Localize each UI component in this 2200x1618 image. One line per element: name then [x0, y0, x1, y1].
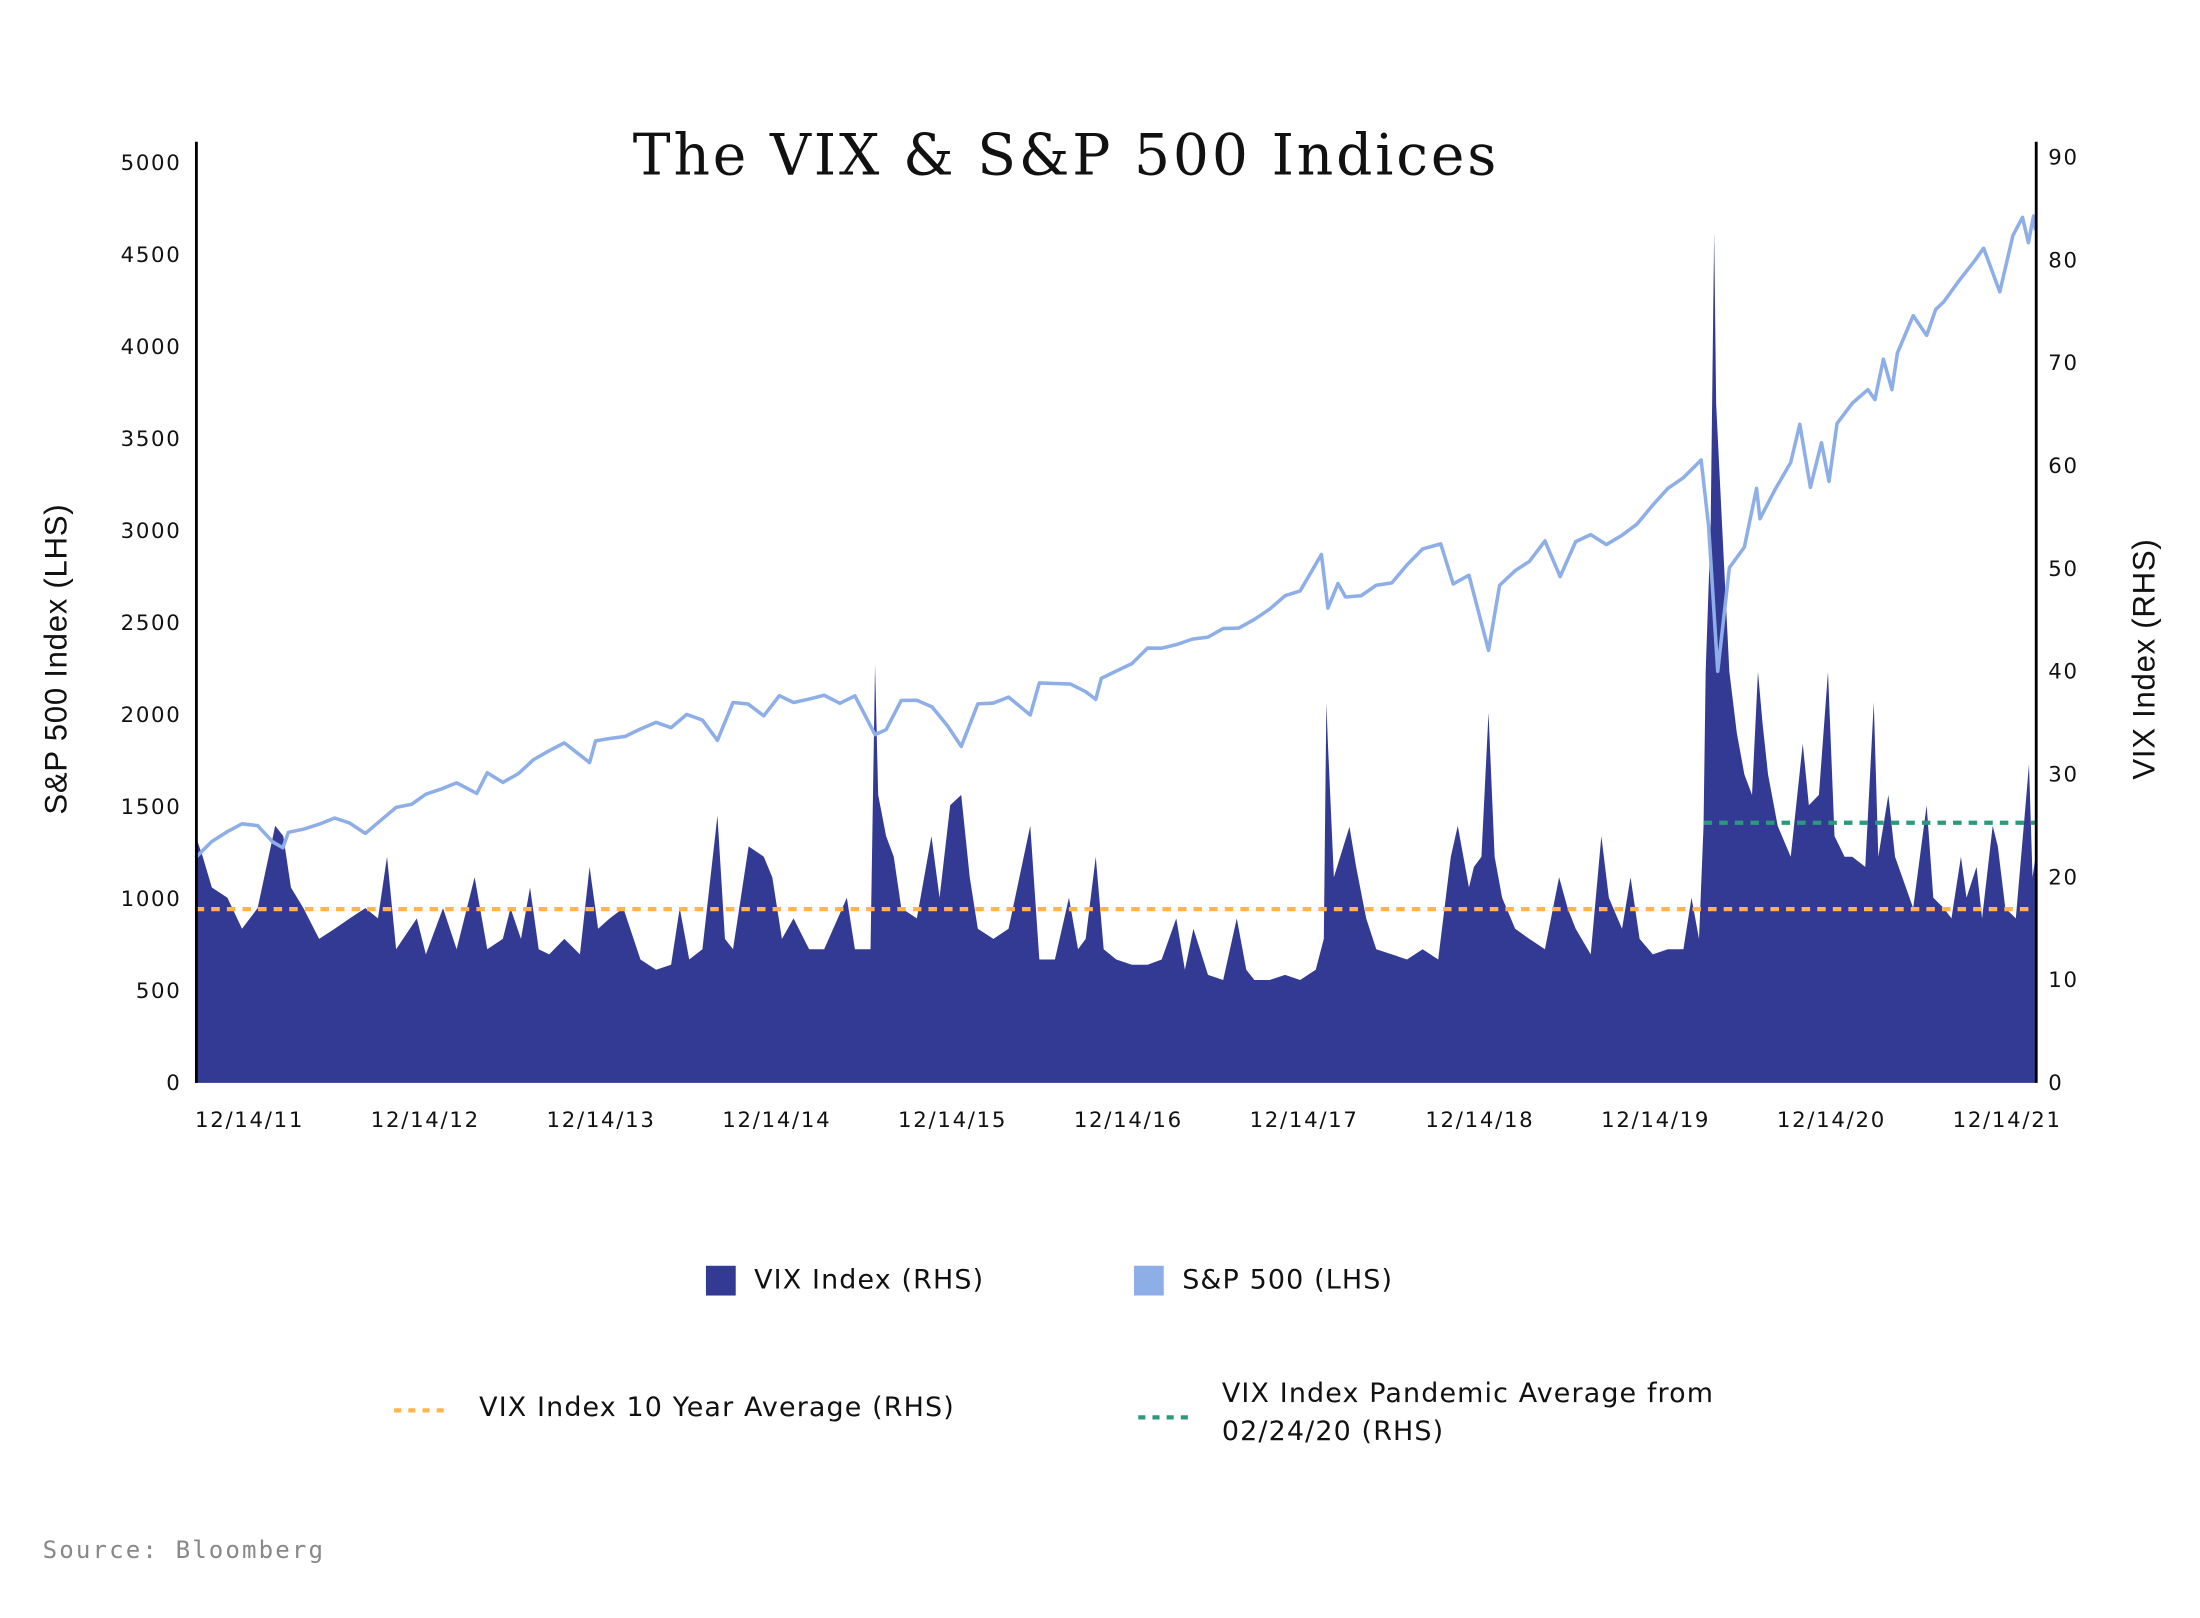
legend-swatch-vix	[705, 1265, 736, 1296]
right-tick-label: 50	[2048, 557, 2078, 582]
right-tick-label: 60	[2048, 454, 2078, 479]
x-axis-ticks: 12/14/11 12/14/12 12/14/13 12/14/14 12/14/15…	[195, 1108, 2062, 1133]
x-tick-label: 12/14/17	[1250, 1108, 1359, 1133]
source-note: Source: Bloomberg	[43, 1536, 326, 1564]
chart-title: The VIX & S&P 500 Indices	[633, 122, 1499, 188]
x-tick-label: 12/14/20	[1777, 1108, 1886, 1133]
legend-label-sp500: S&P 500 (LHS)	[1182, 1264, 1393, 1295]
left-tick-label: 1000	[121, 887, 182, 912]
legend: VIX Index (RHS) S&P 500 (LHS) VIX Index …	[394, 1264, 1714, 1447]
left-axis-title: S&P 500 Index (LHS)	[39, 504, 74, 815]
right-tick-label: 10	[2048, 968, 2078, 993]
sp500-line	[194, 214, 2038, 859]
left-tick-label: 3000	[121, 519, 182, 544]
left-tick-label: 0	[166, 1071, 181, 1096]
x-tick-label: 12/14/15	[898, 1108, 1007, 1133]
x-tick-label: 12/14/19	[1601, 1108, 1710, 1133]
x-tick-label: 12/14/18	[1425, 1108, 1534, 1133]
x-tick-label: 12/14/12	[371, 1108, 480, 1133]
left-tick-label: 2500	[121, 611, 182, 636]
x-tick-label: 12/14/16	[1074, 1108, 1183, 1133]
left-tick-label: 1500	[121, 795, 182, 820]
legend-swatch-sp500	[1134, 1265, 1164, 1296]
legend-label-pandemic-avg-line1: VIX Index Pandemic Average from	[1222, 1378, 1714, 1409]
legend-label-avg10: VIX Index 10 Year Average (RHS)	[479, 1392, 955, 1423]
right-tick-label: 90	[2048, 145, 2078, 170]
right-tick-label: 80	[2048, 248, 2078, 273]
x-tick-label: 12/14/14	[722, 1108, 831, 1133]
left-tick-label: 4000	[121, 335, 182, 360]
right-tick-label: 70	[2048, 351, 2078, 376]
right-tick-label: 30	[2048, 762, 2078, 787]
left-tick-label: 3500	[121, 427, 182, 452]
x-tick-label: 12/14/21	[1953, 1108, 2062, 1133]
left-tick-label: 5000	[121, 151, 182, 176]
left-tick-label: 500	[136, 979, 182, 1004]
right-tick-label: 40	[2048, 660, 2078, 685]
left-axis-ticks: 0 500 1000 1500 2000 2500 3000 3500 4000 4500 5000	[121, 151, 182, 1096]
left-tick-label: 4500	[121, 243, 182, 268]
right-axis-title: VIX Index (RHS)	[2127, 539, 2162, 780]
x-tick-label: 12/14/13	[547, 1108, 656, 1133]
right-tick-label: 0	[2048, 1071, 2063, 1096]
right-axis-ticks: 0 10 20 30 40 50 60 70 80 90	[2048, 145, 2078, 1096]
legend-label-pandemic-avg-line2: 02/24/20 (RHS)	[1222, 1416, 1444, 1447]
x-tick-label: 12/14/11	[195, 1108, 304, 1133]
legend-label-vix: VIX Index (RHS)	[754, 1264, 984, 1295]
plot-area	[194, 214, 2038, 1083]
vix-area	[195, 232, 2036, 1083]
right-tick-label: 20	[2048, 865, 2078, 890]
left-tick-label: 2000	[121, 703, 182, 728]
